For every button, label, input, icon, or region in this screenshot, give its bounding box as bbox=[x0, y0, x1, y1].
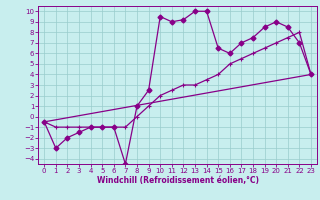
X-axis label: Windchill (Refroidissement éolien,°C): Windchill (Refroidissement éolien,°C) bbox=[97, 176, 259, 185]
